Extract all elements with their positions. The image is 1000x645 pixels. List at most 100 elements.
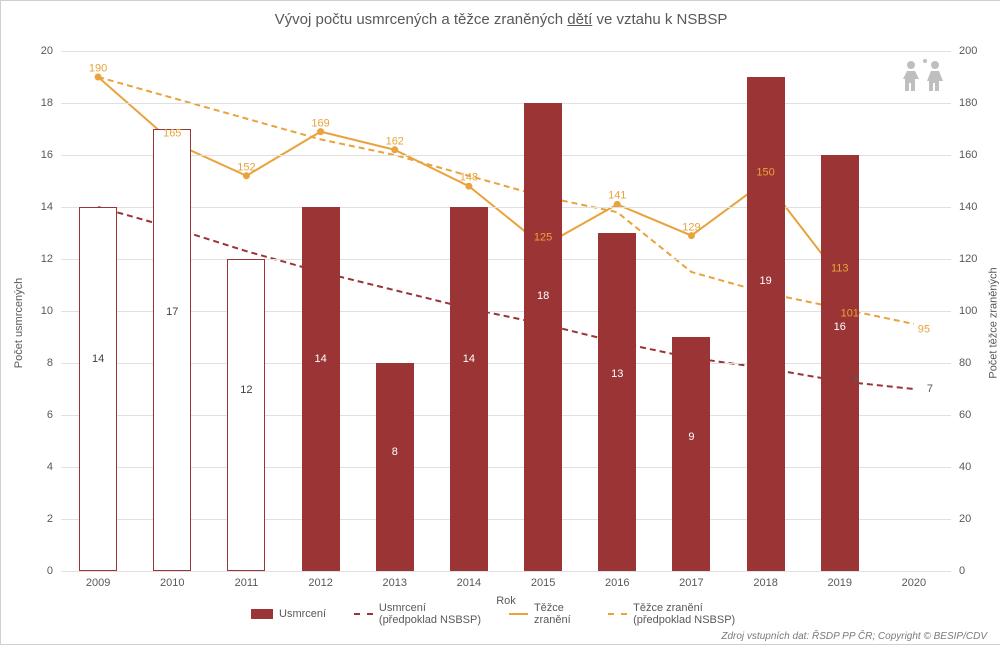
legend-label: Těžce zranění <box>534 602 580 626</box>
legend-item-usmrceni: Usmrcení <box>251 608 326 620</box>
y-left-tick: 16 <box>41 149 53 161</box>
y-right-tick: 80 <box>959 357 971 369</box>
line-value-label: 113 <box>831 263 849 275</box>
bar-swatch-icon <box>251 609 273 619</box>
y-left-tick: 20 <box>41 45 53 57</box>
gridline <box>61 363 951 364</box>
y-left-tick: 4 <box>47 461 53 473</box>
solid-orange-swatch-icon <box>509 613 528 615</box>
line-value-label: 101 <box>841 308 859 320</box>
x-tick: 2011 <box>235 577 259 589</box>
line-value-label: 95 <box>918 324 930 336</box>
bar: 19 <box>747 77 785 571</box>
bar-value-label: 18 <box>537 290 549 302</box>
bar: 8 <box>376 363 414 571</box>
bar: 12 <box>227 259 265 571</box>
x-tick: 2015 <box>531 577 555 589</box>
bar: 13 <box>598 233 636 571</box>
x-tick: 2009 <box>86 577 110 589</box>
line-value-label: 152 <box>237 161 255 173</box>
line-value-label: 162 <box>386 135 404 147</box>
legend-item-tezce: Těžce zranění <box>509 602 580 626</box>
line-value-label: 190 <box>89 63 107 75</box>
bar-value-label: 19 <box>759 275 771 287</box>
dash-red-swatch-icon <box>354 613 373 615</box>
x-tick: 2010 <box>160 577 184 589</box>
title-prefix: Vývoj počtu usmrcených a těžce zraněných <box>275 11 568 28</box>
x-tick: 2016 <box>605 577 629 589</box>
bar: 17 <box>153 129 191 571</box>
legend-item-usmrceni-pred: Usmrcení (předpoklad NSBSP) <box>354 602 481 626</box>
bar-value-label: 8 <box>392 446 398 458</box>
gridline <box>61 103 951 104</box>
footer-source: Zdroj vstupních dat: ŘSDP PP ČR; Copyrig… <box>721 631 987 642</box>
x-tick: 2012 <box>308 577 332 589</box>
y-right-tick: 40 <box>959 461 971 473</box>
gridline <box>61 311 951 312</box>
chart-title: Vývoj počtu usmrcených a těžce zraněných… <box>1 11 1000 28</box>
gridline <box>61 519 951 520</box>
bar-value-label: 9 <box>688 431 694 443</box>
y-left-tick: 12 <box>41 253 53 265</box>
line-value-label: 7 <box>927 383 933 395</box>
line-value-label: 125 <box>534 232 552 244</box>
gridline <box>61 467 951 468</box>
x-tick: 2017 <box>679 577 703 589</box>
y-left-tick: 6 <box>47 409 53 421</box>
y-left-tick: 18 <box>41 97 53 109</box>
plot-area: Rok 024681012141618200204060801001201401… <box>61 51 951 571</box>
children-icon <box>901 59 947 98</box>
y-right-tick: 100 <box>959 305 977 317</box>
y-right-tick: 180 <box>959 97 977 109</box>
line-value-label: 7 <box>853 375 859 387</box>
legend-label: Usmrcení (předpoklad NSBSP) <box>379 602 481 626</box>
x-tick: 2020 <box>902 577 926 589</box>
y-right-tick: 60 <box>959 409 971 421</box>
bar-value-label: 14 <box>314 353 326 365</box>
y-right-tick: 120 <box>959 253 977 265</box>
dash-orange-swatch-icon <box>608 613 627 615</box>
x-tick: 2019 <box>828 577 852 589</box>
y-left-tick: 10 <box>41 305 53 317</box>
bar: 18 <box>524 103 562 571</box>
gridline <box>61 155 951 156</box>
legend-label: Těžce zranění (předpoklad NSBSP) <box>633 602 751 626</box>
y-right-tick: 20 <box>959 513 971 525</box>
y-left-tick: 14 <box>41 201 53 213</box>
bar-value-label: 14 <box>92 353 104 365</box>
x-tick: 2014 <box>457 577 481 589</box>
gridline <box>61 51 951 52</box>
y-right-tick: 140 <box>959 201 977 213</box>
line-value-label: 150 <box>756 167 774 179</box>
y-right-axis-title: Počet těžce zraněných <box>987 267 999 378</box>
y-left-tick: 0 <box>47 565 53 577</box>
chart-container: Vývoj počtu usmrcených a těžce zraněných… <box>0 0 1000 645</box>
title-underlined: dětí <box>567 11 592 28</box>
bar: 14 <box>79 207 117 571</box>
bar-value-label: 16 <box>834 321 846 333</box>
y-right-tick: 200 <box>959 45 977 57</box>
bar: 14 <box>450 207 488 571</box>
y-right-tick: 0 <box>959 565 965 577</box>
line-value-label: 169 <box>311 117 329 129</box>
y-left-tick: 2 <box>47 513 53 525</box>
y-left-tick: 8 <box>47 357 53 369</box>
bar: 16 <box>821 155 859 571</box>
legend-item-tezce-pred: Těžce zranění (předpoklad NSBSP) <box>608 602 751 626</box>
bar: 9 <box>672 337 710 571</box>
title-suffix: ve vztahu k NSBSP <box>592 11 727 28</box>
line-value-label: 141 <box>608 190 626 202</box>
gridline <box>61 259 951 260</box>
bar: 14 <box>302 207 340 571</box>
bar-value-label: 13 <box>611 368 623 380</box>
x-tick: 2013 <box>383 577 407 589</box>
legend-label: Usmrcení <box>279 608 326 620</box>
gridline <box>61 415 951 416</box>
bar-value-label: 14 <box>463 353 475 365</box>
gridline <box>61 207 951 208</box>
bar-value-label: 12 <box>240 384 252 396</box>
bar-value-label: 17 <box>166 306 178 318</box>
line-value-label: 165 <box>163 128 181 140</box>
y-right-tick: 160 <box>959 149 977 161</box>
y-left-axis-title: Počet usmrcených <box>13 277 25 367</box>
